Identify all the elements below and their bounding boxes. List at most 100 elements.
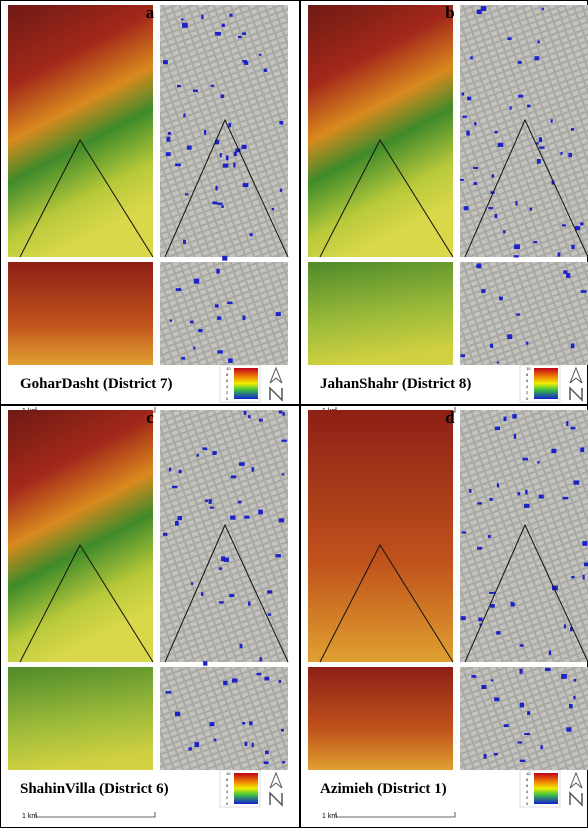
elevation-zoom [8, 262, 153, 365]
flood-spot [279, 518, 285, 522]
flood-spot [244, 516, 249, 519]
flood-spot [175, 164, 181, 167]
flood-spot [504, 417, 507, 422]
flood-spot [259, 657, 261, 661]
flood-spot [268, 613, 271, 615]
flood-spot [539, 495, 544, 499]
flood-spot [580, 447, 584, 452]
flood-spot [252, 743, 254, 747]
flood-spot [581, 290, 587, 293]
flood-spot [499, 297, 503, 301]
flood-spot [495, 427, 500, 430]
flood-spot [215, 304, 219, 307]
flood-spot [209, 499, 212, 504]
flood-spot [571, 427, 576, 430]
flood-spot [524, 504, 530, 508]
flood-spot [478, 618, 482, 622]
panel: aGoharDasht (District 7)1 km1086420 [8, 3, 288, 415]
north-arrow [570, 773, 582, 788]
flood-spot [517, 741, 522, 743]
flood-spot [239, 462, 245, 466]
flood-spot [203, 661, 207, 665]
flood-spot [573, 480, 579, 484]
flood-spot [227, 302, 232, 304]
flood-spot [178, 516, 183, 520]
flood-spot [166, 137, 170, 142]
panel-label: c [146, 408, 154, 427]
district-title: JahanShahr (District 8) [320, 376, 471, 392]
flood-spot [517, 492, 520, 495]
flood-spot [238, 36, 242, 38]
flood-spot [265, 751, 269, 755]
district-title: Azimieh (District 1) [320, 781, 447, 797]
flood-spot [183, 240, 186, 244]
flood-spot [232, 678, 238, 682]
elevation-zoom [308, 667, 453, 770]
flood-spot [223, 164, 229, 168]
flood-spot [494, 698, 499, 702]
flood-spot [524, 733, 530, 735]
flood-spot [215, 32, 221, 36]
legend-tick: 10 [526, 366, 531, 371]
flood-spot [514, 434, 516, 439]
flood-spot [491, 679, 493, 681]
flood-spot [282, 440, 287, 442]
flood-spot [170, 320, 172, 322]
north-arrow [270, 368, 282, 383]
flood-spot [489, 592, 495, 594]
flood-spot [229, 14, 232, 17]
flood-spot [197, 454, 199, 457]
flood-spot [584, 562, 588, 566]
flood-spot [551, 449, 556, 453]
flood-spot [204, 130, 206, 135]
flood-spot [181, 357, 185, 360]
flood-spot [243, 183, 249, 187]
flood-spot [527, 711, 530, 715]
flood-spot [510, 106, 512, 109]
flood-spot [580, 222, 583, 225]
elevation-map [308, 410, 453, 662]
flood-spot [187, 145, 192, 149]
flood-spot [566, 273, 570, 278]
flood-spot [250, 233, 253, 236]
flood-spot [516, 313, 520, 315]
flood-spot [229, 594, 234, 597]
flood-spot [508, 37, 512, 40]
flood-spot [220, 153, 222, 157]
flood-spot [495, 214, 498, 218]
flood-spot [525, 490, 527, 495]
flood-spot [231, 475, 236, 478]
district-title: GoharDasht (District 7) [20, 376, 172, 392]
flood-spot [481, 289, 485, 293]
north-arrow [570, 368, 582, 383]
flood-spot [179, 470, 182, 473]
flood-spot [462, 93, 464, 96]
north-symbol [570, 388, 582, 400]
flood-spot [489, 498, 492, 501]
flood-spot [242, 32, 246, 35]
panel-label: d [445, 408, 455, 427]
flood-spot [182, 23, 188, 28]
flood-spot [507, 334, 512, 339]
flood-spot [226, 155, 228, 160]
flood-spot [163, 60, 168, 64]
figure: aGoharDasht (District 7)1 km1086420bJaha… [0, 0, 588, 828]
flood-spot [474, 122, 476, 125]
flood-spot [175, 521, 179, 526]
flood-spot [228, 123, 231, 127]
legend-bar [234, 773, 258, 804]
flood-spot [473, 182, 477, 185]
flood-spot [490, 344, 493, 348]
flood-spot [249, 721, 252, 725]
flood-spot [477, 547, 482, 550]
legend-tick: 10 [226, 771, 231, 776]
flood-spot [201, 592, 203, 596]
flood-spot [252, 467, 255, 471]
elevation-zoom [308, 262, 453, 365]
flood-spot [259, 54, 262, 56]
flood-spot [571, 245, 574, 249]
flood-spot [264, 69, 267, 72]
flood-spot [526, 342, 528, 345]
flood-spot [481, 685, 486, 689]
elevation-map [308, 5, 453, 257]
